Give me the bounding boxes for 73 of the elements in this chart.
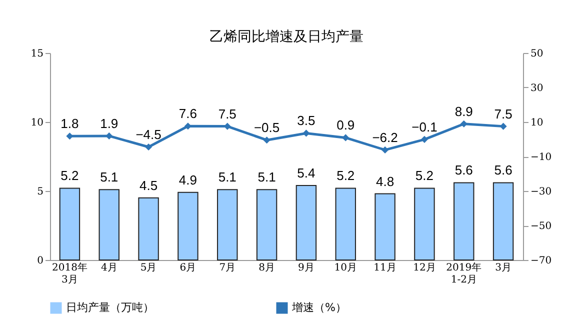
data-label: 1.8: [60, 116, 79, 132]
data-label: 8.9: [454, 104, 473, 119]
y2-tick-label: 50: [530, 48, 544, 60]
y-tick-label: 5: [37, 186, 44, 198]
y-tick-label: 0: [37, 256, 44, 266]
point: [106, 132, 113, 140]
chart-title: 乙烯同比增速及日均产量: [210, 29, 364, 45]
data-label: 5.4: [297, 165, 316, 180]
y-tick-label: 15: [30, 48, 44, 60]
data-label: 5.2: [60, 168, 79, 184]
x-tick-label: 10月: [334, 262, 357, 274]
data-label: 5.2: [336, 168, 355, 184]
x-tick-label: 6月: [180, 262, 196, 274]
data-label: 5.1: [218, 170, 236, 185]
y2-tick-label: −50: [530, 221, 552, 232]
point: [342, 134, 350, 142]
y2-tick-label: −70: [530, 256, 552, 266]
data-label: 7.5: [218, 106, 236, 122]
data-label: 5.2: [415, 168, 434, 184]
x-tick-label: 2018年 3月: [52, 262, 88, 286]
data-label: 3.5: [297, 113, 316, 128]
data-label: 5.6: [454, 162, 473, 178]
data-label: 1.9: [100, 116, 118, 131]
data-label: −0.1: [412, 119, 438, 134]
bar: [374, 193, 396, 260]
data-label: 7.6: [178, 106, 197, 122]
x-tick-label: 3月: [495, 262, 512, 274]
data-label: 5.1: [258, 170, 276, 185]
bar: [178, 192, 198, 260]
x-tick-label: 5月: [140, 262, 157, 274]
data-label: 5.6: [494, 162, 512, 178]
y2-tick-label: −30: [530, 186, 552, 198]
x-tick-label: 7月: [219, 262, 236, 274]
x-tick-label: 9月: [298, 262, 314, 274]
bar: [217, 189, 238, 260]
bar: [138, 197, 159, 260]
legend-label: 日均产量（万吨）: [66, 301, 154, 314]
point: [145, 143, 152, 151]
point: [263, 136, 270, 144]
x-tick-label: 8月: [258, 262, 275, 274]
point: [382, 146, 389, 154]
x-tick-label: 12月: [413, 262, 436, 274]
point: [302, 130, 310, 137]
bar: [492, 182, 514, 260]
bar: [98, 189, 120, 260]
data-label: 0.9: [336, 118, 355, 133]
point: [184, 122, 192, 130]
point: [420, 136, 428, 143]
y2-tick-label: 10: [530, 118, 544, 128]
point: [500, 122, 507, 130]
x-tick-label: 11月: [374, 262, 396, 274]
bar: [335, 188, 356, 260]
bar: [256, 189, 278, 260]
bar: [454, 182, 474, 260]
data-label: −0.5: [254, 120, 280, 136]
data-label: −4.5: [136, 127, 162, 142]
data-label: 4.5: [140, 178, 158, 193]
x-tick-label: 4月: [100, 262, 118, 274]
y-tick-label: 10: [30, 118, 44, 128]
y2-tick-label: 30: [530, 83, 544, 94]
bar: [59, 188, 80, 260]
bar: [414, 188, 435, 260]
data-label: 4.8: [376, 174, 394, 189]
data-label: 4.9: [178, 172, 197, 188]
point: [66, 132, 74, 140]
data-label: −6.2: [372, 130, 398, 145]
data-label: 5.1: [100, 170, 118, 185]
point: [460, 120, 468, 128]
data-label: 7.5: [494, 106, 512, 122]
bar: [296, 184, 317, 260]
y2-tick-label: −10: [530, 152, 552, 163]
legend-label: 增速（%）: [291, 301, 346, 314]
x-tick-label: 2019年 1-2月: [446, 262, 482, 286]
